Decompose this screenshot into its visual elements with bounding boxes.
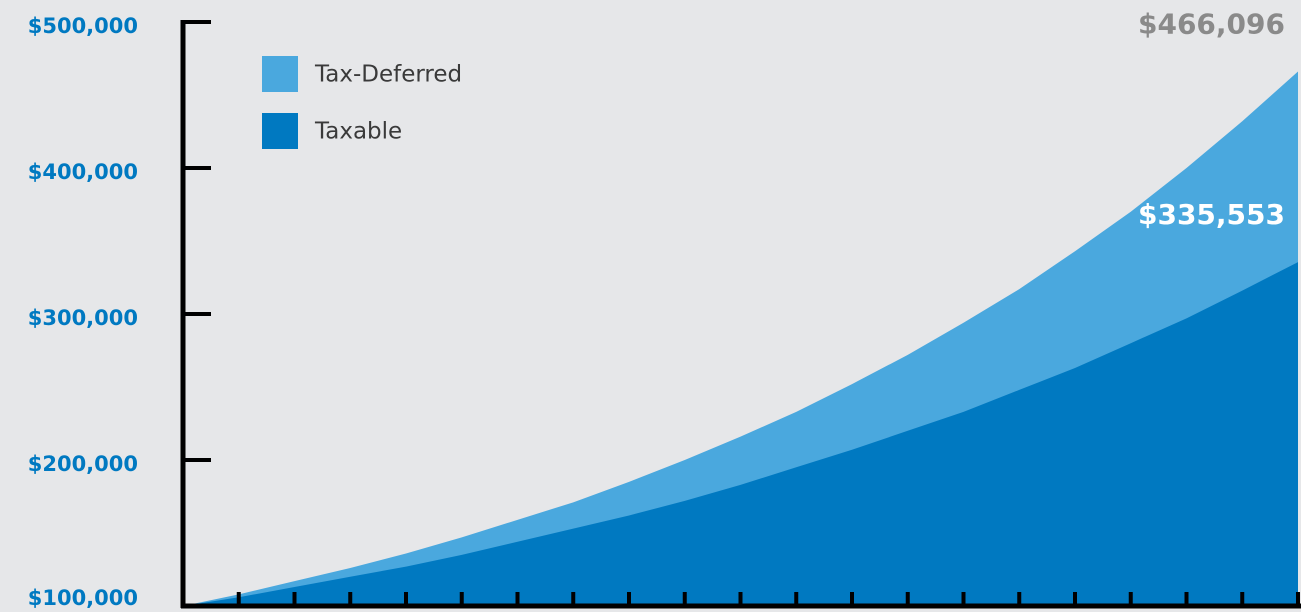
legend-label: Tax-Deferred: [314, 62, 462, 88]
legend-swatch: [262, 113, 298, 149]
y-tick-label: $200,000: [28, 452, 138, 476]
y-tick-label: $400,000: [28, 160, 138, 184]
value-label: $466,096: [1138, 7, 1285, 40]
y-tick-label: $300,000: [28, 306, 138, 330]
y-tick-label: $100,000: [28, 586, 138, 610]
legend-label: Taxable: [314, 119, 402, 145]
value-label: $335,553: [1138, 198, 1285, 231]
y-tick-label: $500,000: [28, 14, 138, 38]
area: [183, 262, 1298, 606]
legend-swatch: [262, 56, 298, 92]
